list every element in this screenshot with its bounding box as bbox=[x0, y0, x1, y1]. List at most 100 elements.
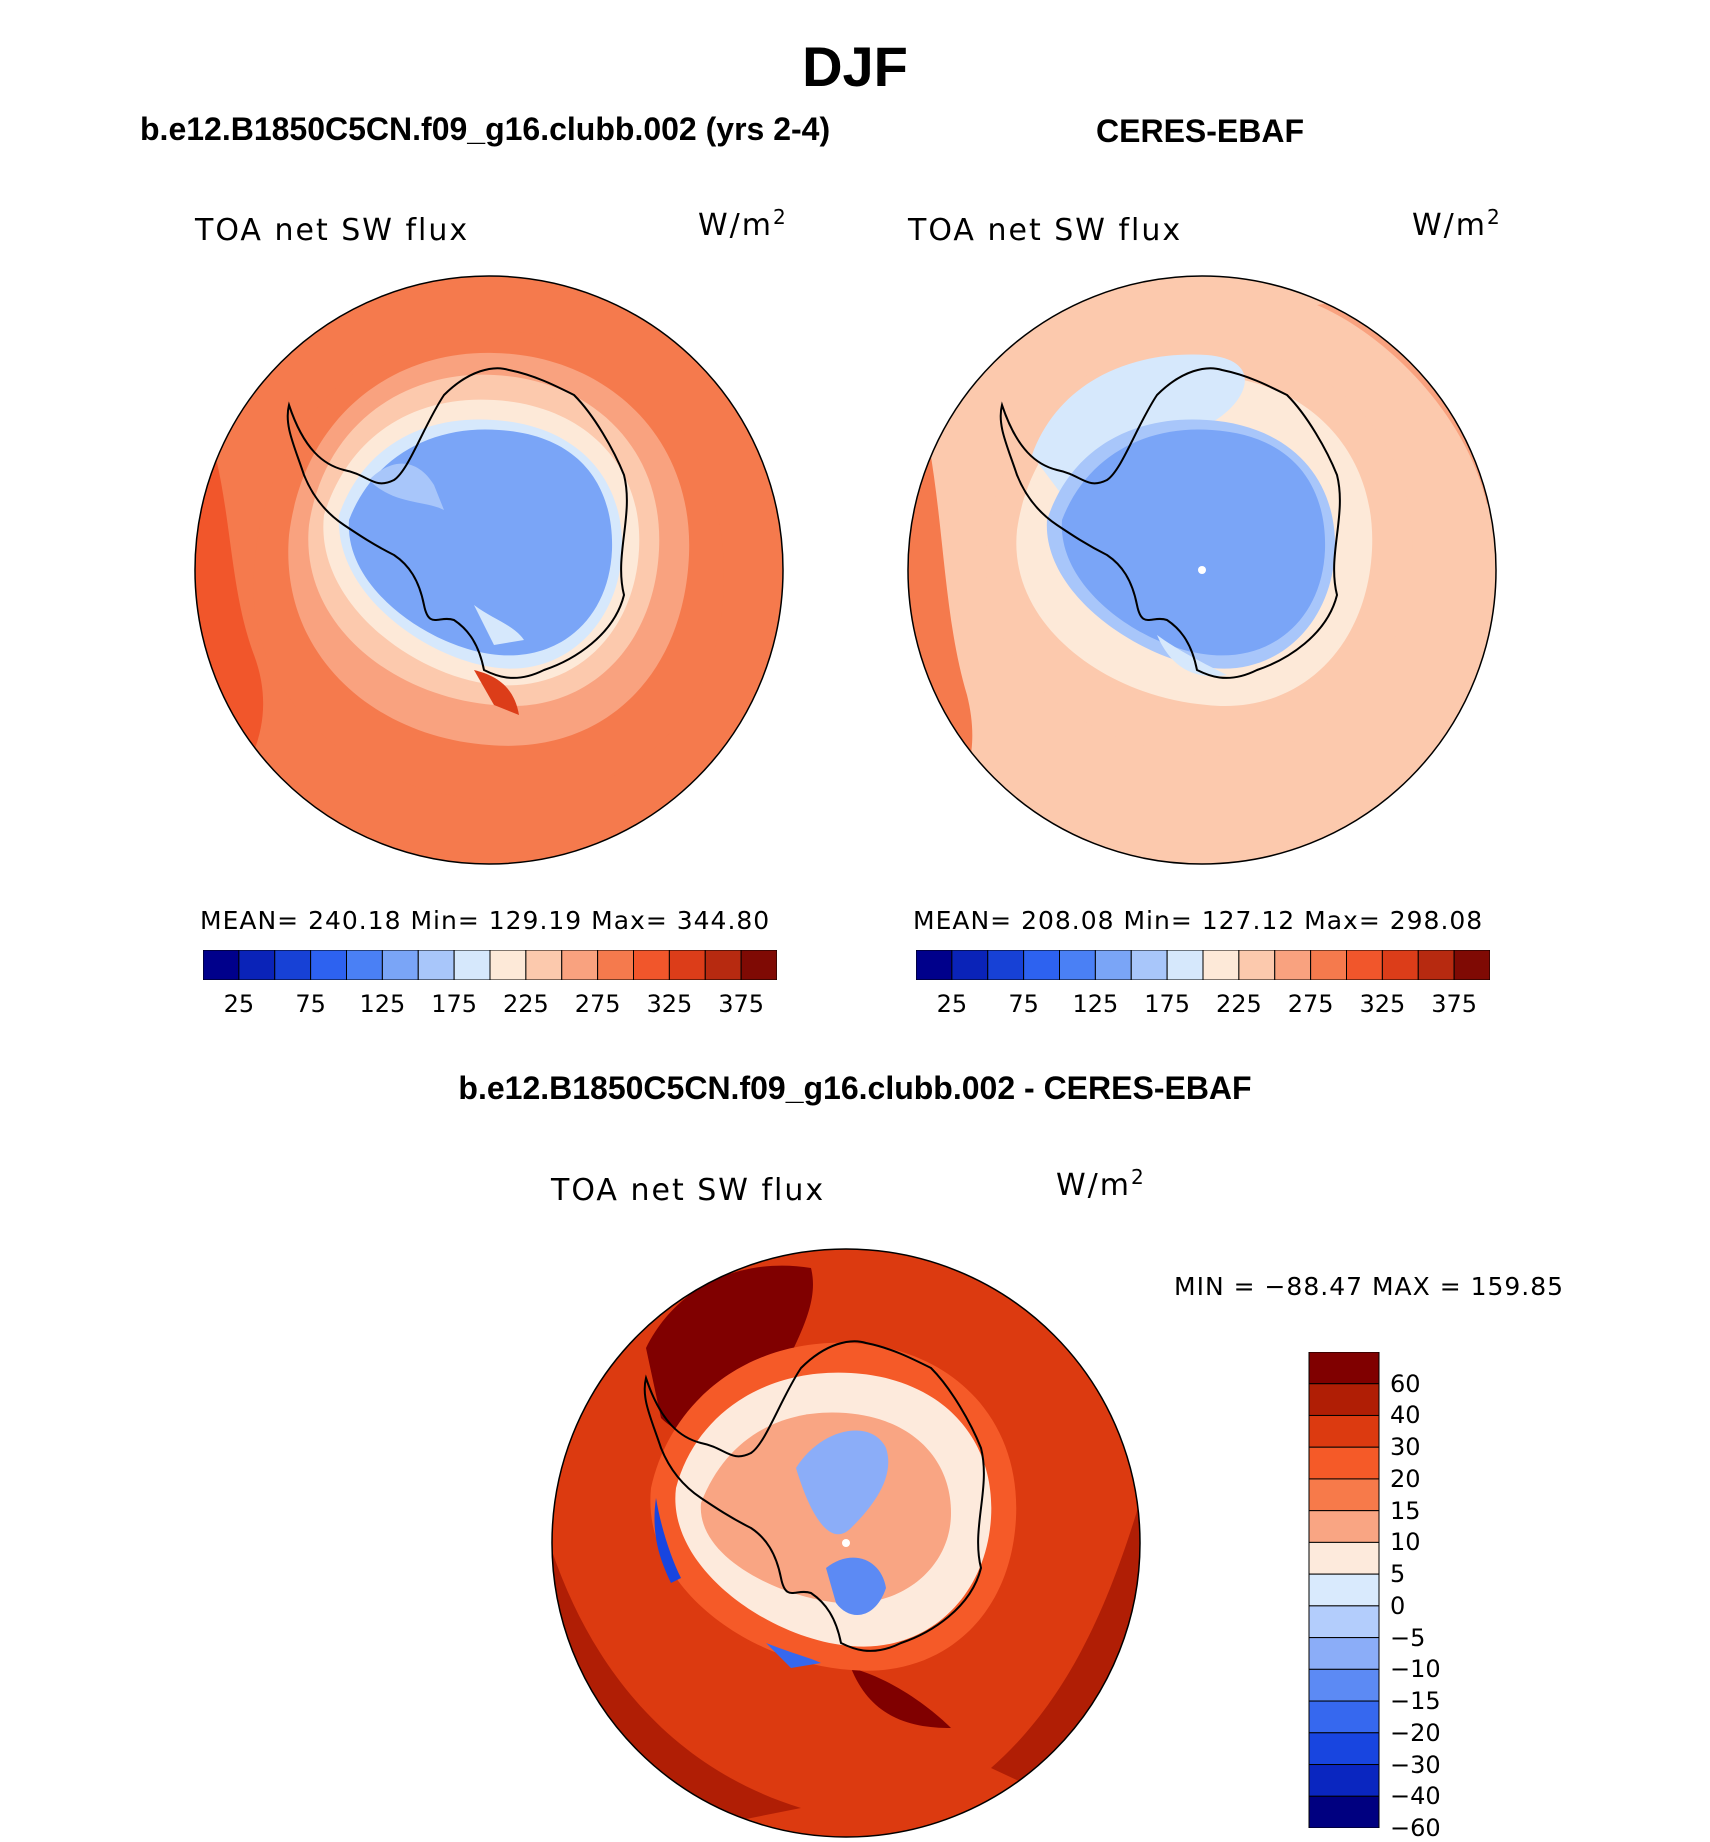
diff-colorbar-tick-label: 20 bbox=[1390, 1464, 1421, 1493]
model-colorbar-swatch bbox=[238, 950, 276, 980]
model-colorbar-swatch bbox=[740, 950, 777, 980]
obs-colorbar-tick-label: 175 bbox=[1144, 990, 1191, 1018]
obs-colorbar-swatch bbox=[916, 950, 953, 980]
obs-stats: MEAN= 208.08 Min= 127.12 Max= 298.08 bbox=[913, 906, 1484, 935]
diff-colorbar-tick-label: 10 bbox=[1390, 1528, 1421, 1557]
diff-colorbar-swatch bbox=[1308, 1605, 1380, 1639]
model-colorbar-swatch bbox=[561, 950, 599, 980]
model-colorbar-swatch bbox=[310, 950, 347, 980]
obs-colorbar-tick-label: 225 bbox=[1215, 990, 1262, 1018]
obs-colorbar-labels: 25 75 125 175 225 275 325 375 bbox=[916, 990, 1490, 1020]
model-variable-label: TOA net SW flux bbox=[195, 213, 470, 248]
obs-colorbar-swatch bbox=[1346, 950, 1383, 980]
model-colorbar-swatch bbox=[525, 950, 563, 980]
obs-colorbar-tick-label: 125 bbox=[1072, 990, 1119, 1018]
obs-colorbar-swatch bbox=[1166, 950, 1204, 980]
diff-colorbar-tick-label: 40 bbox=[1390, 1401, 1421, 1430]
model-colorbar-swatch bbox=[346, 950, 383, 980]
obs-colorbar-swatch bbox=[1059, 950, 1096, 980]
diff-colorbar-tick-label: 30 bbox=[1390, 1433, 1421, 1462]
diff-colorbar-tick-label: −20 bbox=[1390, 1718, 1441, 1747]
diff-colorbar-tick-label: −60 bbox=[1390, 1814, 1441, 1842]
diff-colorbar-swatch bbox=[1308, 1352, 1380, 1385]
model-colorbar-tick-label: 275 bbox=[574, 990, 621, 1018]
obs-colorbar-swatch bbox=[1417, 950, 1455, 980]
diff-polar-map bbox=[551, 1248, 1141, 1838]
diff-colorbar-tick-label: −5 bbox=[1390, 1623, 1426, 1652]
obs-polar-map bbox=[907, 275, 1497, 865]
diff-colorbar-tick-label: 60 bbox=[1390, 1369, 1421, 1398]
diff-colorbar-swatch bbox=[1308, 1573, 1380, 1607]
model-stats: MEAN= 240.18 Min= 129.19 Max= 344.80 bbox=[200, 906, 771, 935]
model-polar-map bbox=[194, 275, 784, 865]
diff-colorbar-swatch bbox=[1308, 1795, 1380, 1828]
obs-colorbar-swatch bbox=[1381, 950, 1419, 980]
page-title: DJF bbox=[802, 35, 908, 98]
obs-colorbar-swatch bbox=[1130, 950, 1168, 980]
model-colorbar-tick-label: 325 bbox=[646, 990, 693, 1018]
diff-colorbar bbox=[1308, 1352, 1380, 1828]
model-panel-title: b.e12.B1850C5CN.f09_g16.clubb.002 (yrs 2… bbox=[140, 111, 831, 147]
obs-colorbar-swatch bbox=[1274, 950, 1312, 980]
model-colorbar-swatch bbox=[704, 950, 742, 980]
diff-colorbar-tick-label: −10 bbox=[1390, 1655, 1441, 1684]
diff-colorbar-tick-label: 15 bbox=[1390, 1496, 1421, 1525]
model-colorbar bbox=[203, 950, 777, 980]
model-colorbar-swatch bbox=[381, 950, 419, 980]
diff-colorbar-tick-label: −30 bbox=[1390, 1750, 1441, 1779]
obs-colorbar-tick-label: 325 bbox=[1359, 990, 1406, 1018]
obs-colorbar-swatch bbox=[1202, 950, 1240, 980]
model-colorbar-swatch bbox=[453, 950, 491, 980]
diff-colorbar-tick-label: 5 bbox=[1390, 1560, 1406, 1589]
obs-units-label: W/m2 bbox=[1412, 205, 1502, 243]
obs-colorbar-tick-label: 375 bbox=[1431, 990, 1478, 1018]
diff-colorbar-labels: 60 40 30 20 15 10 5 0 −5 −10 −15 −20 −30 −40 −60 bbox=[1390, 1352, 1510, 1842]
diff-colorbar-swatch bbox=[1308, 1732, 1380, 1766]
diff-units-label: W/m2 bbox=[1056, 1165, 1146, 1203]
obs-colorbar-swatch bbox=[1023, 950, 1060, 980]
diff-colorbar-swatch bbox=[1308, 1668, 1380, 1702]
diff-colorbar-swatch bbox=[1308, 1541, 1380, 1575]
diff-minmax: MIN = −88.47 MAX = 159.85 bbox=[1174, 1272, 1565, 1301]
model-colorbar-tick-label: 125 bbox=[359, 990, 406, 1018]
diff-colorbar-swatch bbox=[1308, 1700, 1380, 1734]
model-colorbar-tick-label: 175 bbox=[431, 990, 478, 1018]
obs-colorbar-swatch bbox=[1094, 950, 1132, 980]
obs-colorbar-tick-label: 75 bbox=[1008, 990, 1039, 1018]
obs-panel-title: CERES-EBAF bbox=[1096, 113, 1305, 149]
model-colorbar-labels: 25 75 125 175 225 275 325 375 bbox=[203, 990, 777, 1020]
model-colorbar-swatch bbox=[633, 950, 670, 980]
model-colorbar-tick-label: 225 bbox=[502, 990, 549, 1018]
diff-colorbar-swatch bbox=[1308, 1383, 1380, 1416]
diff-colorbar-swatch bbox=[1308, 1510, 1380, 1543]
model-colorbar-swatch bbox=[668, 950, 706, 980]
model-colorbar-swatch bbox=[597, 950, 634, 980]
obs-colorbar-swatch bbox=[987, 950, 1025, 980]
model-colorbar-tick-label: 375 bbox=[718, 990, 765, 1018]
model-colorbar-tick-label: 25 bbox=[223, 990, 255, 1018]
obs-colorbar-swatch bbox=[951, 950, 989, 980]
diff-colorbar-tick-label: −40 bbox=[1390, 1782, 1441, 1811]
diff-colorbar-swatch bbox=[1308, 1446, 1380, 1480]
obs-colorbar-swatch bbox=[1453, 950, 1490, 980]
diff-colorbar-tick-label: −15 bbox=[1390, 1687, 1441, 1716]
obs-variable-label: TOA net SW flux bbox=[908, 213, 1183, 248]
diff-colorbar-tick-label: 0 bbox=[1390, 1591, 1406, 1620]
obs-colorbar-tick-label: 275 bbox=[1287, 990, 1334, 1018]
model-colorbar-swatch bbox=[417, 950, 455, 980]
model-colorbar-swatch bbox=[274, 950, 312, 980]
model-colorbar-tick-label: 75 bbox=[295, 990, 326, 1018]
diff-colorbar-swatch bbox=[1308, 1637, 1380, 1670]
obs-colorbar-swatch bbox=[1238, 950, 1276, 980]
model-colorbar-swatch bbox=[489, 950, 527, 980]
model-units-label: W/m2 bbox=[698, 205, 788, 243]
obs-colorbar bbox=[916, 950, 1490, 980]
obs-colorbar-tick-label: 25 bbox=[936, 990, 968, 1018]
diff-variable-label: TOA net SW flux bbox=[551, 1173, 826, 1208]
diff-colorbar-swatch bbox=[1308, 1414, 1380, 1448]
model-colorbar-swatch bbox=[203, 950, 240, 980]
diff-colorbar-swatch bbox=[1308, 1764, 1380, 1797]
obs-colorbar-swatch bbox=[1310, 950, 1347, 980]
diff-colorbar-swatch bbox=[1308, 1478, 1380, 1512]
diff-panel-title: b.e12.B1850C5CN.f09_g16.clubb.002 - CERE… bbox=[458, 1070, 1252, 1106]
